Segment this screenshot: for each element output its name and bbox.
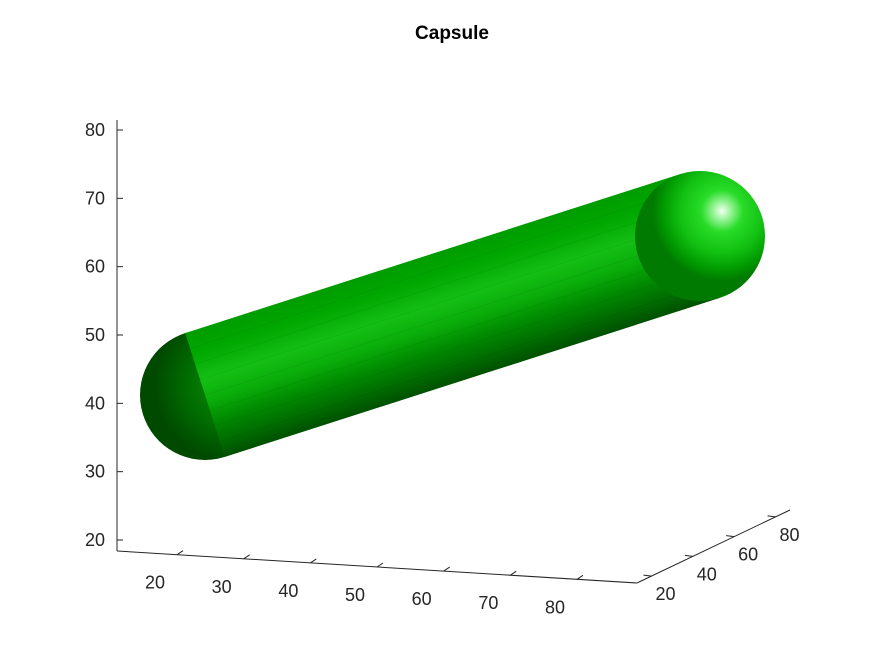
x-tick-mark (376, 562, 384, 568)
x-tick-label: 60 (412, 589, 432, 609)
capsule-facet-line (214, 266, 711, 427)
capsule-body (185, 174, 720, 457)
z-tick-label: 20 (85, 530, 105, 550)
z-tick-label: 50 (85, 325, 105, 345)
tick-marks (117, 129, 776, 580)
y-tick-mark (643, 574, 652, 577)
capsule-facet-line (204, 235, 701, 396)
y-tick-mark (684, 554, 693, 557)
z-tick-label: 30 (85, 462, 105, 482)
y-axis-line (636, 509, 791, 584)
z-tick-label: 80 (85, 120, 105, 140)
x-tick-label: 50 (345, 585, 365, 605)
x-tick-label: 30 (212, 577, 232, 597)
y-tick-label: 60 (738, 545, 758, 565)
y-tick-mark (726, 535, 735, 538)
x-tick-mark (443, 566, 450, 572)
x-tick-label: 70 (478, 593, 498, 613)
x-tick-mark (310, 558, 317, 564)
chart-title: Capsule (415, 23, 489, 44)
capsule-right-cap (635, 171, 765, 301)
y-tick-label: 80 (780, 525, 800, 545)
x-tick-label: 40 (278, 581, 298, 601)
x-tick-mark (510, 570, 517, 576)
capsule-facet-line (219, 281, 716, 442)
capsule-facet-line (209, 250, 706, 411)
z-tick-label: 40 (85, 393, 105, 413)
tick-labels: 20 30 40 50 60 70 80 20 30 40 50 60 70 80 20 40 60 80 (85, 120, 800, 617)
x-tick-mark (176, 550, 184, 556)
y-tick-label: 20 (655, 584, 675, 604)
capsule-facet-line (199, 220, 696, 381)
x-tick-mark (243, 554, 250, 560)
x-tick-mark (576, 574, 584, 580)
y-tick-mark (767, 515, 776, 518)
capsule-surface (140, 171, 765, 460)
x-tick-label: 80 (545, 597, 565, 617)
capsule-facet-line (189, 189, 686, 350)
y-tick-label: 40 (697, 564, 717, 584)
z-tick-label: 70 (85, 188, 105, 208)
capsule-facet-line (194, 204, 691, 365)
x-tick-label: 20 (145, 573, 165, 593)
z-tick-label: 60 (85, 257, 105, 277)
